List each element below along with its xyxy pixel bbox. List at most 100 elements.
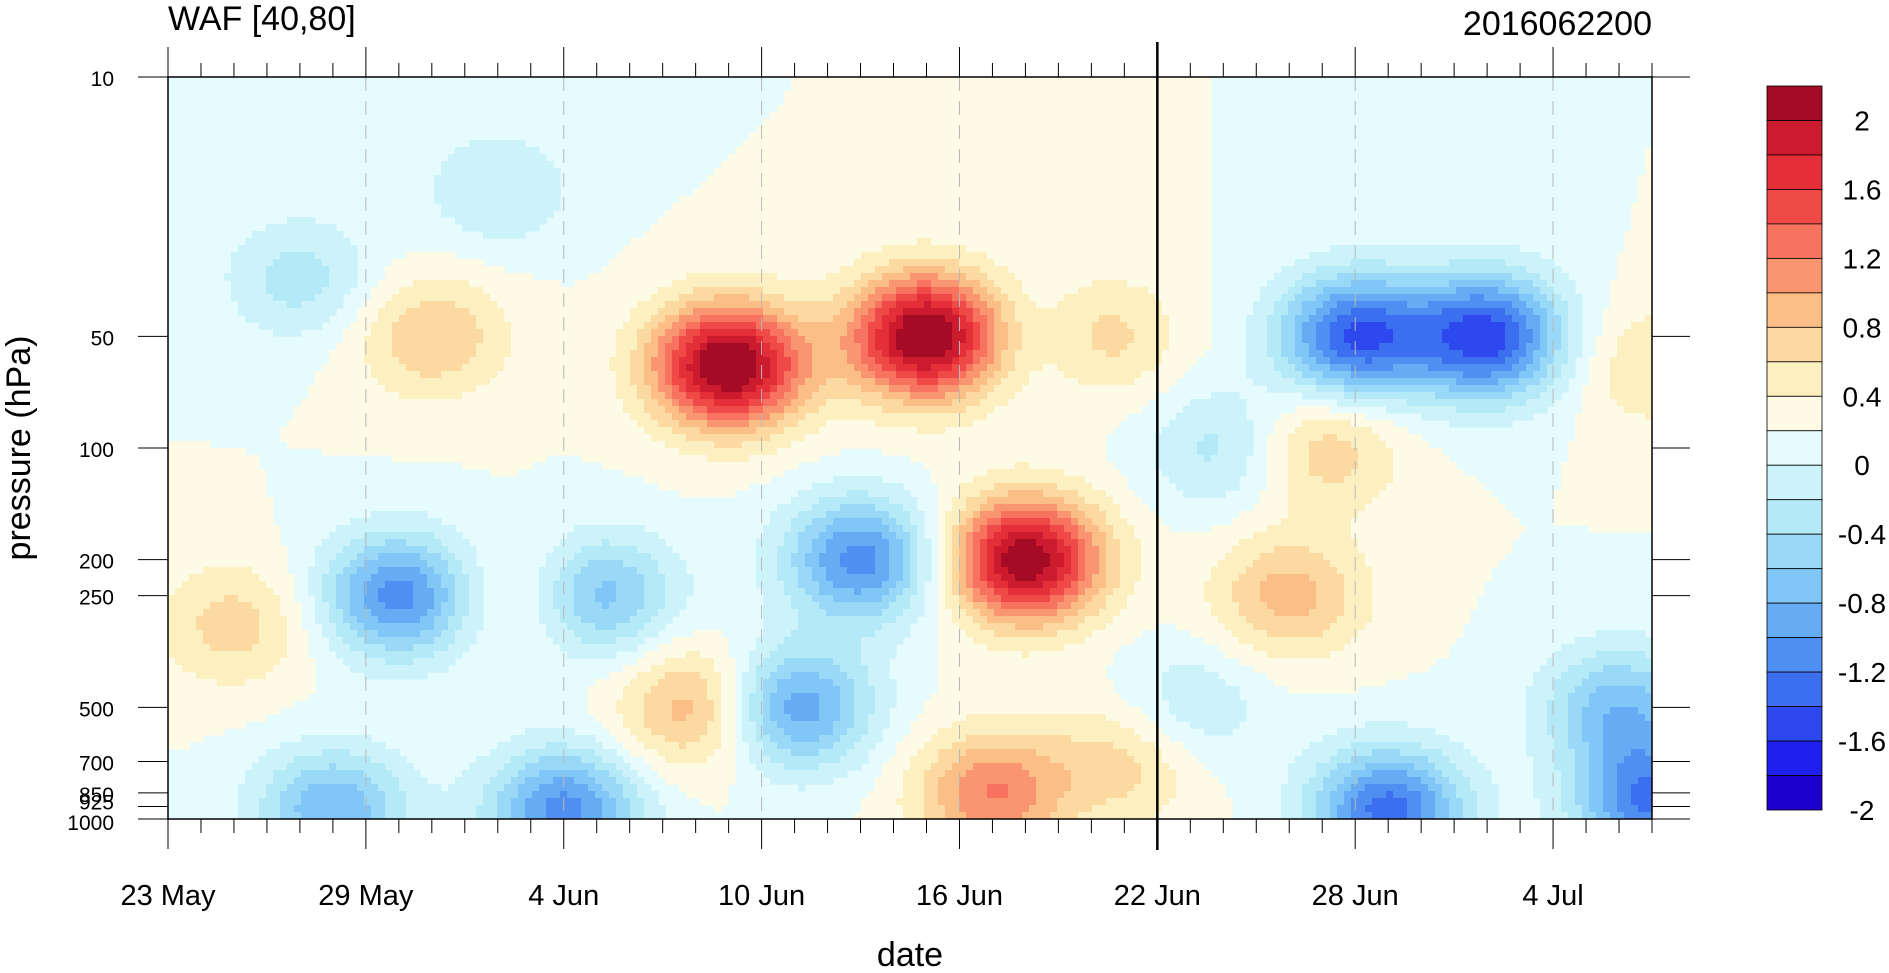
field-cell [1288,280,1296,288]
field-cell [469,287,477,295]
field-cell [1407,266,1415,274]
field-cell [973,133,981,141]
field-cell [889,175,897,183]
field-cell [1470,301,1478,309]
field-cell [1078,182,1086,190]
field-cell [777,210,785,218]
field-cell [707,182,715,190]
field-cell [413,301,421,309]
field-cell [1281,308,1289,316]
field-cell [1547,329,1555,337]
field-cell [1204,343,1212,351]
field-cell [1498,280,1506,288]
field-cell [1113,252,1121,260]
field-cell [1127,133,1135,141]
field-cell [497,322,505,330]
field-cell [840,175,848,183]
field-cell [1302,280,1310,288]
field-cell [1610,287,1618,295]
field-cell [1169,182,1177,190]
field-cell [1183,287,1191,295]
field-cell [546,294,554,302]
field-cell [1330,350,1338,358]
field-cell [301,217,309,225]
field-cell [441,196,449,204]
field-cell [1323,301,1331,309]
field-cell [742,231,750,239]
field-cell [1519,343,1527,351]
field-cell [483,329,491,337]
field-cell [1099,308,1107,316]
field-cell [378,336,386,344]
field-cell [658,259,666,267]
field-cell [847,259,855,267]
field-cell [1141,273,1149,281]
field-cell [875,112,883,120]
field-cell [1365,329,1373,337]
field-cell [1043,77,1051,85]
field-cell [1141,119,1149,127]
field-cell [1106,259,1114,267]
field-cell [770,336,778,344]
field-cell [875,119,883,127]
field-cell [1190,252,1198,260]
field-cell [406,364,414,372]
field-cell [805,147,813,155]
field-cell [728,217,736,225]
field-cell [434,175,442,183]
field-cell [896,238,904,246]
field-cell [1015,308,1023,316]
field-cell [819,210,827,218]
field-cell [910,98,918,106]
field-cell [490,350,498,358]
field-cell [742,147,750,155]
field-cell [532,224,540,232]
field-cell [805,112,813,120]
field-cell [518,196,526,204]
field-cell [777,126,785,134]
field-cell [1568,329,1576,337]
field-cell [637,245,645,253]
field-cell [791,112,799,120]
field-cell [1428,350,1436,358]
field-cell [742,322,750,330]
field-cell [385,322,393,330]
field-cell [889,329,897,337]
field-cell [812,217,820,225]
field-cell [924,238,932,246]
field-cell [1183,280,1191,288]
field-cell [399,287,407,295]
field-cell [728,182,736,190]
field-cell [987,210,995,218]
field-cell [336,350,344,358]
field-cell [847,98,855,106]
field-cell [854,357,862,365]
field-cell [994,168,1002,176]
field-cell [1015,98,1023,106]
field-cell [784,168,792,176]
field-cell [259,245,267,253]
field-cell [798,77,806,85]
field-cell [1057,112,1065,120]
field-cell [777,175,785,183]
field-cell [1400,294,1408,302]
field-cell [1113,140,1121,148]
field-cell [1155,98,1163,106]
field-cell [966,140,974,148]
field-cell [763,329,771,337]
field-cell [833,168,841,176]
field-cell [273,224,281,232]
field-cell [952,112,960,120]
field-cell [1099,133,1107,141]
field-cell [938,224,946,232]
field-cell [1036,231,1044,239]
field-cell [1106,217,1114,225]
field-cell [1099,175,1107,183]
field-cell [1099,231,1107,239]
field-cell [1155,329,1163,337]
field-cell [721,217,729,225]
field-cell [1197,154,1205,162]
field-cell [826,210,834,218]
field-cell [1092,175,1100,183]
field-cell [420,315,428,323]
